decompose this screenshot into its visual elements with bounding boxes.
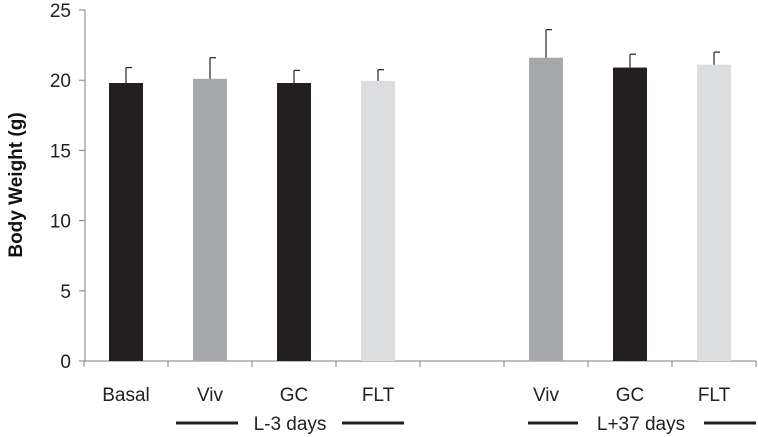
category-label: Viv [533,385,560,406]
bar [529,57,563,362]
category-label: Basal [102,385,150,406]
bar [697,64,731,362]
bar [277,83,311,362]
y-tick-label: 10 [50,212,71,233]
category-label: GC [616,385,645,406]
y-tick-label: 5 [60,282,71,303]
axes: 0 5 10 15 20 25 [50,1,757,373]
y-tick-label: 25 [50,1,71,22]
y-tick-label: 20 [50,71,71,92]
bars [109,29,731,362]
category-label: GC [280,385,309,406]
category-label: Viv [197,385,224,406]
y-tick-label: 0 [60,352,71,373]
group-label: L-3 days [254,414,327,435]
bar [361,80,395,361]
labels: Basal Viv GC FLT Viv GC FLT L-3 days L+37 days [102,385,756,435]
bar [109,83,143,362]
bar [613,67,647,362]
group-label: L+37 days [597,414,685,435]
y-tick-label: 15 [50,141,71,162]
bar [193,78,227,362]
category-label: FLT [362,385,395,406]
y-axis-label: Body Weight (g) [6,112,27,257]
category-label: FLT [698,385,731,406]
